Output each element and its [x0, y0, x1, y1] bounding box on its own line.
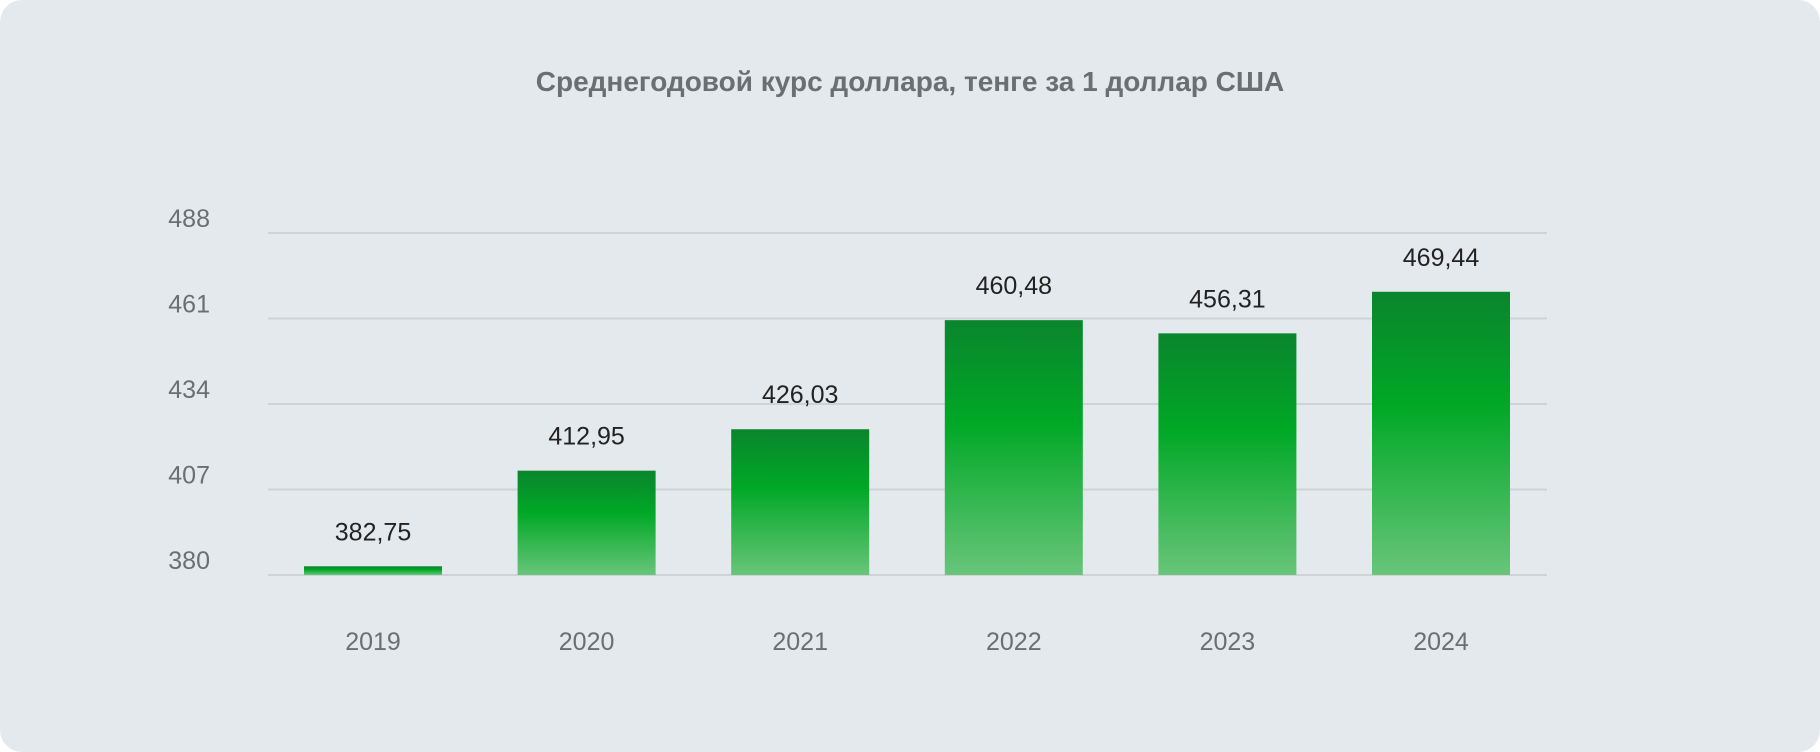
bar-2019	[304, 566, 442, 575]
x-tick-label: 2021	[772, 628, 828, 656]
value-label: 460,48	[976, 272, 1052, 300]
x-tick-label: 2023	[1200, 628, 1256, 656]
x-tick-label: 2020	[559, 628, 615, 656]
chart-title: Среднегодовой курс доллара, тенге за 1 д…	[535, 66, 1285, 97]
x-tick-label: 2019	[345, 628, 401, 656]
value-label: 382,75	[335, 518, 411, 546]
bar-2023	[1158, 333, 1297, 575]
y-tick-label: 434	[168, 376, 210, 404]
value-label: 426,03	[762, 381, 838, 409]
x-tick-label: 2024	[1413, 628, 1469, 656]
y-tick-label: 461	[168, 291, 210, 319]
y-tick-label: 488	[168, 205, 210, 233]
value-label: 469,44	[1403, 244, 1480, 272]
x-tick-label: 2022	[986, 628, 1042, 656]
value-label: 412,95	[548, 423, 624, 451]
y-tick-label: 380	[168, 547, 210, 575]
bar-2021	[731, 429, 870, 575]
bar-2024	[1372, 291, 1510, 575]
value-label: 456,31	[1189, 285, 1265, 313]
bar-2020	[517, 470, 656, 575]
y-tick-label: 407	[168, 462, 210, 490]
bar-2022	[944, 320, 1083, 575]
